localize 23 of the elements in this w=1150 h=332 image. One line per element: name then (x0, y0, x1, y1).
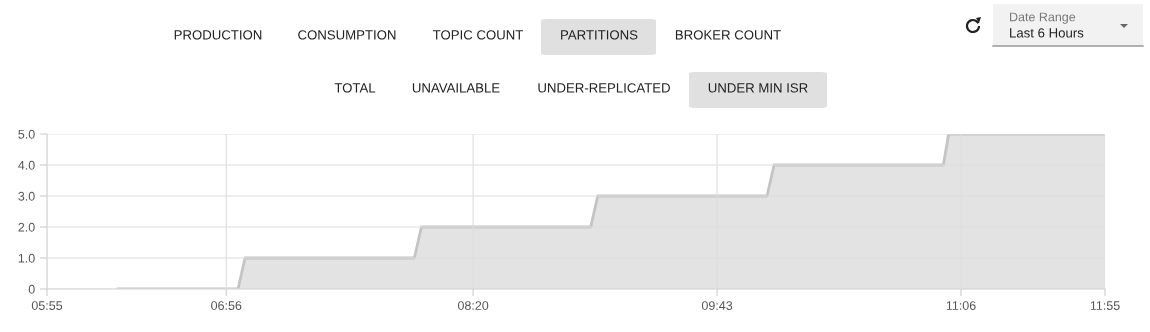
text: CONSUMPTION (298, 30, 396, 40)
text: UNDER-REPLICATED (538, 83, 670, 93)
text: PRODUCTION (174, 30, 262, 40)
text: UNDER MIN ISR (708, 83, 808, 93)
text: TOPIC COUNT (432, 30, 524, 40)
y-tick-label: 5.0 (18, 129, 35, 139)
text: TOTAL (334, 83, 376, 93)
x-tick-label: 11:55 (1090, 301, 1120, 310)
x-tick-label: 11:06 (946, 301, 976, 310)
y-tick-label: 1.0 (18, 253, 35, 263)
text: BROKER COUNT (675, 30, 781, 40)
text: UNAVAILABLE (412, 83, 500, 93)
x-tick-label: 05:55 (31, 301, 63, 310)
y-tick-label: 2.0 (18, 222, 35, 232)
y-tick-label: 0 (28, 284, 35, 294)
x-tick-label: 06:56 (211, 301, 242, 310)
x-tick-label: 09:43 (701, 301, 733, 310)
text: Last 6 Hours (1010, 28, 1084, 38)
text: PARTITIONS (561, 30, 638, 40)
y-tick-label: 4.0 (18, 160, 35, 170)
text: Date Range (1010, 12, 1076, 24)
y-tick-label: 3.0 (18, 191, 35, 201)
x-tick-label: 08:20 (457, 301, 489, 310)
